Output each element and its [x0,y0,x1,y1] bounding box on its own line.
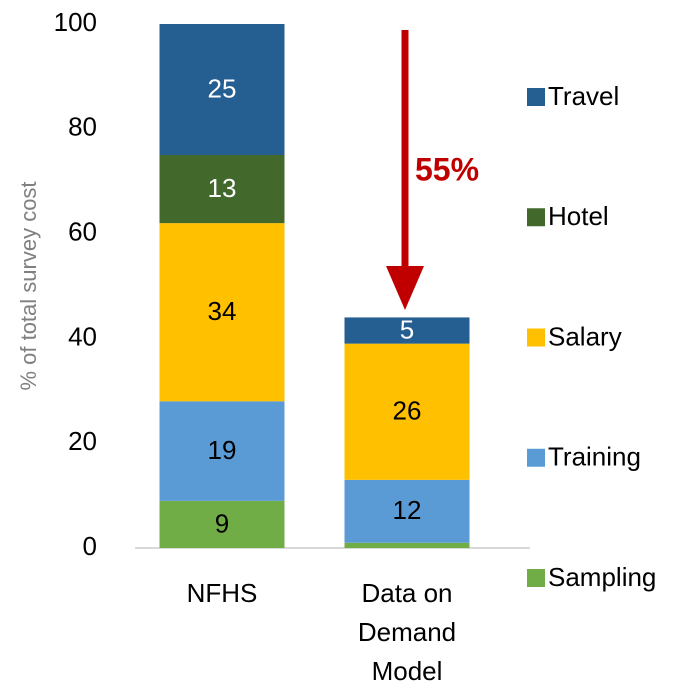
data-label: 19 [208,435,237,465]
legend-swatch [527,88,545,106]
data-label: 25 [208,73,237,103]
data-label: 26 [393,396,422,426]
y-tick-label: 60 [68,216,97,246]
legend-swatch [527,328,545,347]
legend-label: Sampling [548,562,656,592]
bar-segment [159,155,285,224]
y-tick-label: 0 [83,531,97,561]
y-tick-label: 40 [68,321,97,351]
data-label: 5 [400,314,414,344]
legend-label: Hotel [548,201,609,231]
y-axis-label: % of total survey cost [16,181,41,390]
legend-label: Travel [548,81,619,111]
legend-label: Training [548,442,641,472]
annotation: 55% [415,151,479,187]
data-label: 13 [208,173,237,203]
data-label: 12 [393,495,422,525]
legend-label: Salary [548,321,622,351]
y-tick-label: 80 [68,112,97,142]
x-tick-label: Data on Demand Model [357,578,457,686]
x-tick-label: NFHS [186,578,258,608]
bar-segment [344,343,470,480]
y-tick-label: 100 [54,7,97,37]
data-label: 34 [208,296,237,326]
bar-segment [344,542,470,548]
bar-segment [159,401,285,501]
bar-segment [344,317,470,344]
legend-swatch [527,208,545,227]
y-tick-label: 20 [68,426,97,456]
legend-swatch [527,569,545,587]
data-label: 9 [215,508,229,538]
bar-segment [159,500,285,548]
bar-segment [159,24,285,155]
annotation-arrowhead [386,266,424,310]
bar-segment [159,223,285,402]
legend-swatch [527,448,545,467]
bar-segment [344,479,470,543]
